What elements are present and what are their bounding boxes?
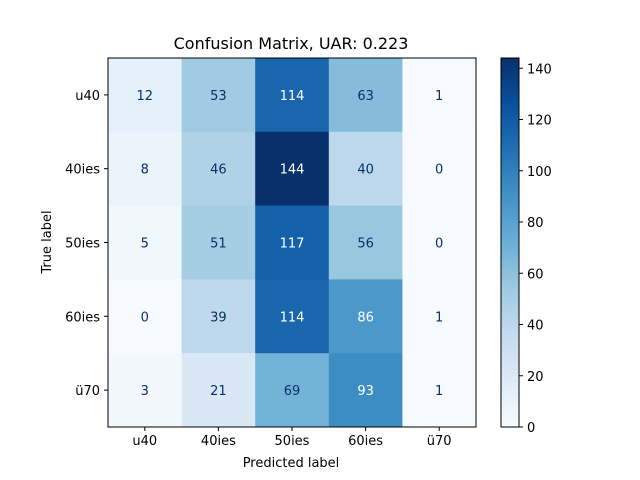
x-tick-label: 40ies	[201, 434, 236, 449]
x-tick-label: ü70	[427, 434, 452, 449]
colorbar-tick-label: 140	[527, 62, 552, 77]
cell-value-label: 114	[280, 310, 305, 325]
heatmap-cell	[255, 353, 330, 428]
y-tick-label: 50ies	[65, 237, 100, 252]
cell-value-label: 1	[435, 384, 443, 399]
cell-value-label: 53	[210, 89, 227, 104]
x-tick-label: u40	[132, 434, 157, 449]
cell-value-label: 86	[357, 310, 374, 325]
heatmap-cell-labels: 12 53 114 63 1 8 46 144 40 0 5 51 117 56 0 0 39 114 86 1 3 21…	[137, 89, 444, 399]
cell-value-label: 93	[357, 384, 374, 399]
x-tick-label: 50ies	[275, 434, 310, 449]
heatmap-cell	[255, 205, 330, 280]
cell-value-label: 8	[141, 163, 149, 178]
y-axis-ticks: u40 40ies 50ies 60ies ü70	[65, 89, 108, 399]
cell-value-label: 0	[435, 237, 443, 252]
plot-frame	[107, 57, 477, 428]
heatmap-cell	[255, 131, 330, 207]
heatmap-cell	[108, 279, 183, 354]
heatmap-cell	[328, 279, 403, 354]
heatmap-cell	[255, 58, 330, 133]
colorbar-tick-label: 40	[527, 319, 544, 334]
heatmap-cell	[108, 131, 183, 207]
cell-value-label: 63	[357, 89, 374, 104]
cell-value-label: 46	[210, 163, 227, 178]
heatmap-cell	[108, 353, 183, 428]
cell-value-label: 114	[280, 89, 305, 104]
x-axis-ticks: u40 40ies 50ies 60ies ü70	[132, 427, 452, 449]
y-axis-label: True label	[40, 210, 55, 274]
colorbar	[500, 57, 520, 428]
heatmap-cells	[108, 58, 477, 428]
heatmap-cell	[328, 205, 403, 280]
y-tick-label: 40ies	[65, 163, 100, 178]
cell-value-label: 12	[137, 89, 154, 104]
cell-value-label: 0	[141, 310, 149, 325]
colorbar-tick-label: 120	[527, 114, 552, 129]
colorbar-tick-label: 0	[527, 421, 535, 436]
heatmap-cell	[402, 279, 477, 354]
cell-value-label: 39	[210, 310, 227, 325]
y-tick-label: ü70	[75, 384, 100, 399]
x-axis-label: Predicted label	[243, 456, 340, 471]
chart-title: Confusion Matrix, UAR: 0.223	[174, 34, 409, 53]
y-tick-label: 60ies	[65, 310, 100, 325]
colorbar-tick-label: 20	[527, 370, 544, 385]
heatmap-cell	[255, 279, 330, 354]
cell-value-label: 56	[357, 237, 374, 252]
heatmap-cell	[328, 58, 403, 133]
cell-value-label: 3	[141, 384, 149, 399]
heatmap-cell	[402, 58, 477, 133]
heatmap-cell	[402, 205, 477, 280]
x-tick-label: 60ies	[348, 434, 383, 449]
heatmap-cell	[181, 58, 256, 133]
cell-value-label: 0	[435, 163, 443, 178]
heatmap-cell	[402, 131, 477, 207]
colorbar-tick-label: 60	[527, 267, 544, 282]
colorbar-ticks: 0 20 40 60 80 100 120 140	[519, 62, 552, 436]
heatmap-cell	[402, 353, 477, 428]
heatmap-cell	[108, 58, 183, 133]
cell-value-label: 1	[435, 89, 443, 104]
cell-value-label: 144	[280, 163, 305, 178]
cell-value-label: 69	[284, 384, 301, 399]
cell-value-label: 1	[435, 310, 443, 325]
heatmap-cell	[181, 131, 256, 207]
heatmap-cell	[181, 353, 256, 428]
heatmap-cell	[328, 353, 403, 428]
colorbar-tick-label: 100	[527, 165, 552, 180]
cell-value-label: 21	[210, 384, 227, 399]
cell-value-label: 40	[357, 163, 374, 178]
cell-value-label: 51	[210, 237, 227, 252]
cell-value-label: 117	[280, 237, 305, 252]
y-tick-label: u40	[75, 89, 100, 104]
cell-value-label: 5	[141, 237, 149, 252]
heatmap-cell	[328, 131, 403, 207]
heatmap-cell	[181, 205, 256, 280]
colorbar-tick-label: 80	[527, 216, 544, 231]
heatmap-cell	[181, 279, 256, 354]
heatmap-cell	[108, 205, 183, 280]
